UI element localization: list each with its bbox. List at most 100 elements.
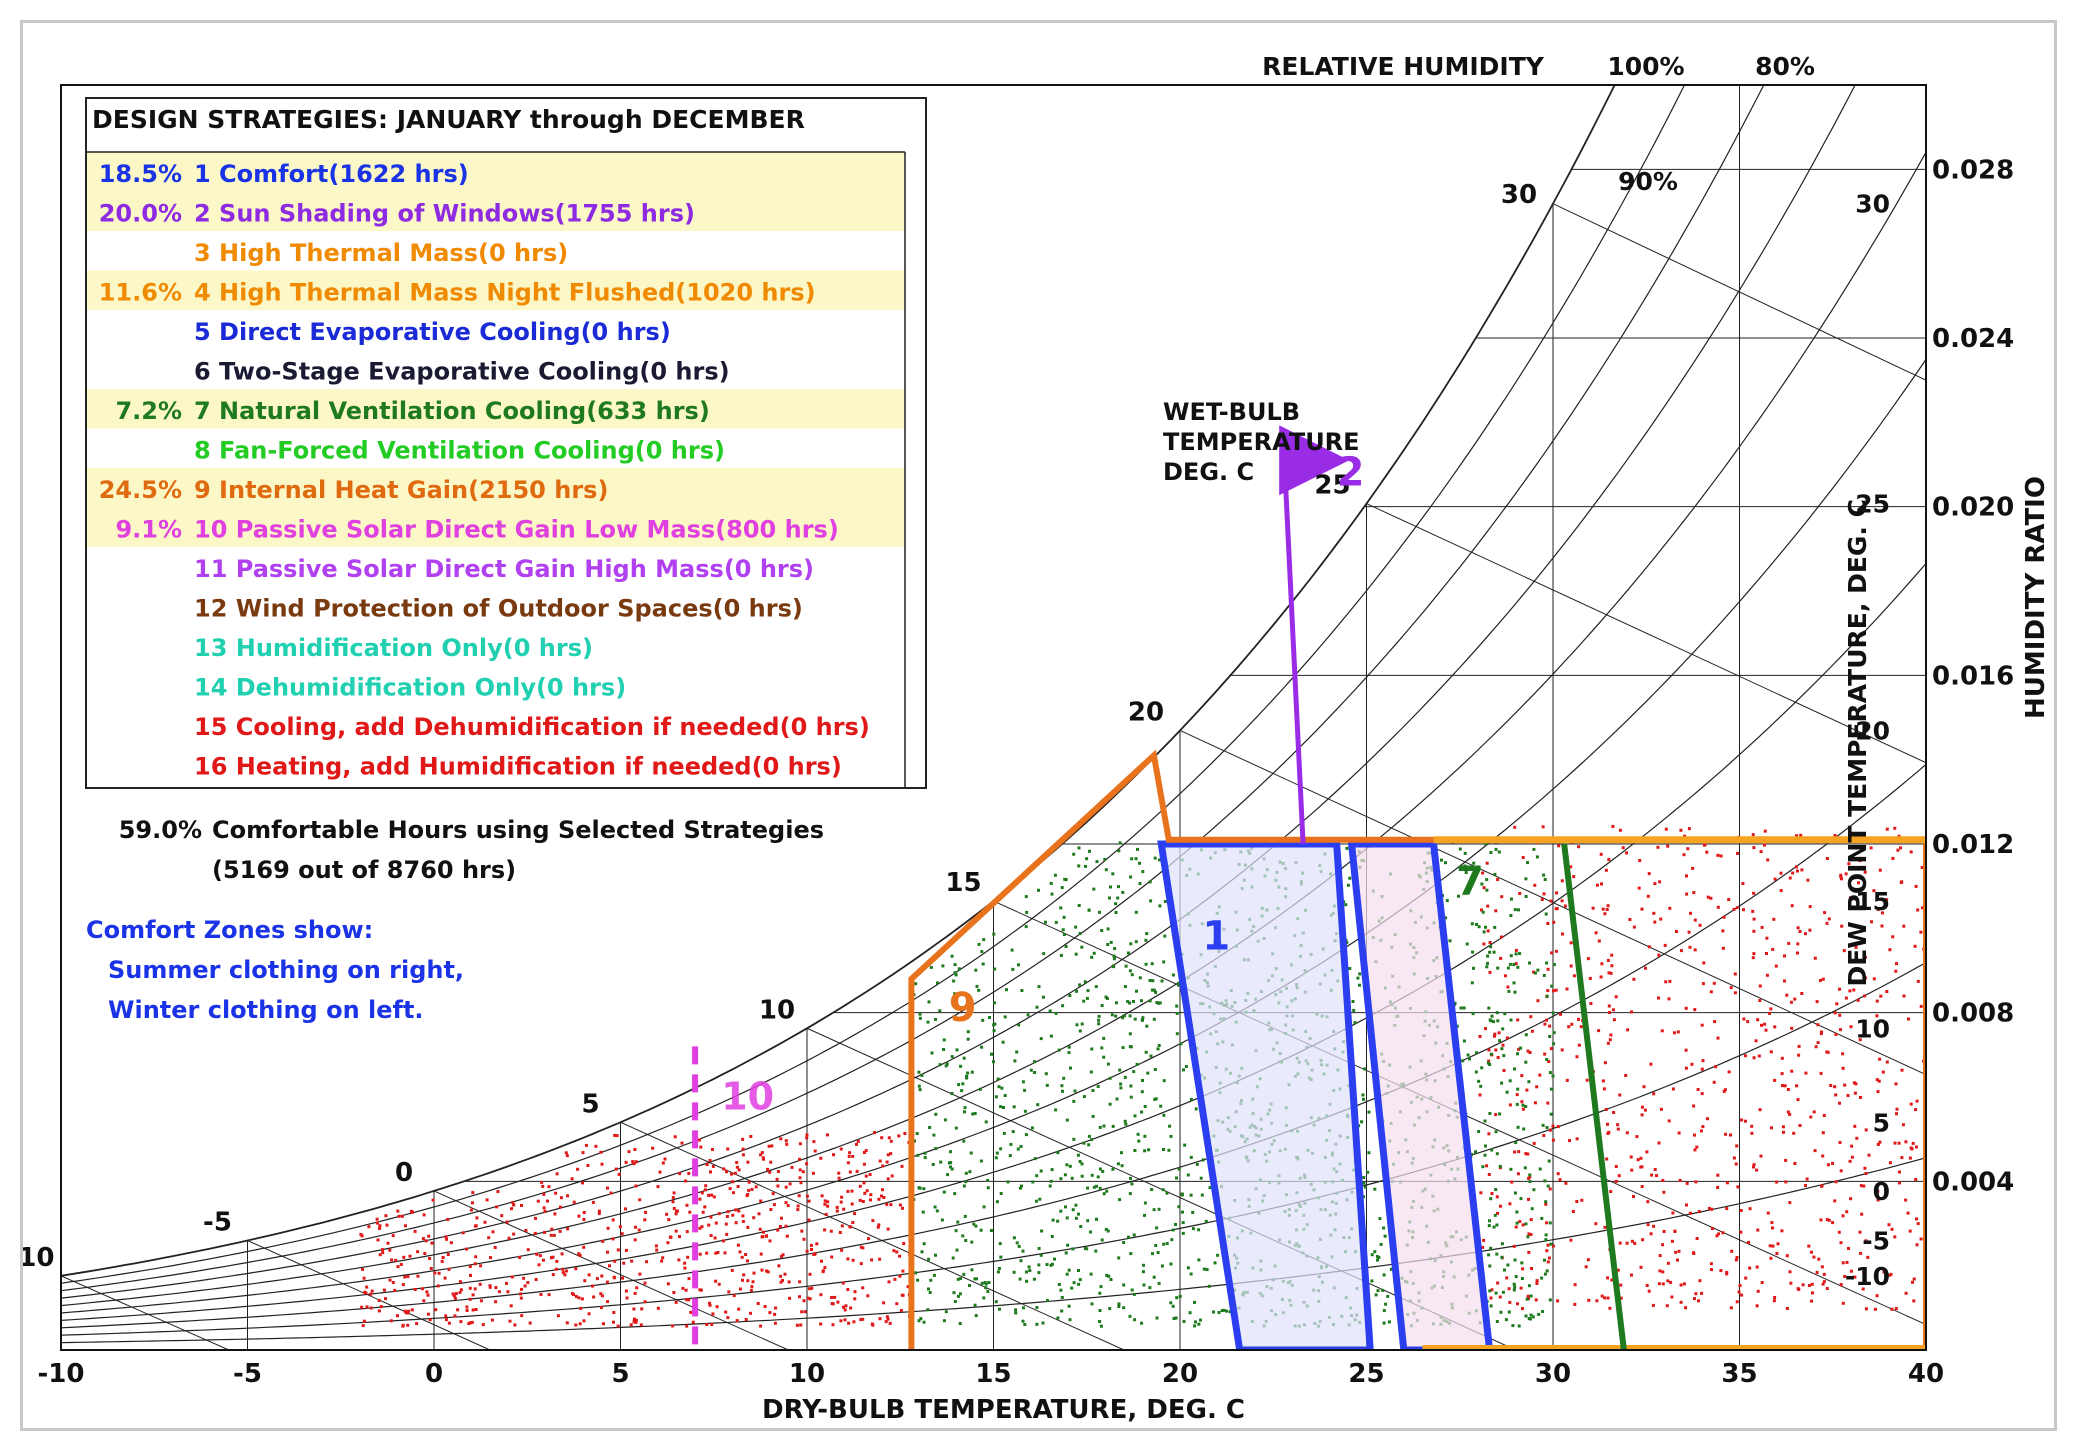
scatter-point [1695,1237,1699,1240]
scatter-point [1008,1154,1012,1158]
scatter-point [826,1204,830,1208]
scatter-point [922,1242,926,1246]
scatter-point [859,1262,863,1266]
scatter-point [452,1294,456,1298]
scatter-point [1604,868,1608,872]
scatter-point [1763,843,1766,847]
y-tick-label: 0.004 [1932,1167,2014,1197]
scatter-point [1840,924,1844,928]
scatter-point [1547,1159,1551,1163]
scatter-point [987,1281,991,1284]
scatter-point [1548,1298,1552,1302]
scatter-point [841,1281,845,1285]
scatter-point [551,1255,555,1259]
scatter-point [1072,1137,1076,1141]
scatter-point [1118,841,1122,845]
scatter-point [1381,1288,1385,1292]
scatter-point [1639,1156,1643,1160]
scatter-point [759,1199,763,1203]
scatter-point [1587,1298,1591,1302]
scatter-point [1570,1022,1574,1026]
scatter-point [768,1170,772,1174]
scatter-point [1821,1154,1825,1158]
scatter-point [1023,1109,1027,1113]
scatter-point [1068,994,1072,997]
scatter-point [861,1286,865,1290]
scatter-point [1082,999,1086,1003]
scatter-point [1353,1021,1357,1025]
scatter-point [741,1278,744,1282]
scatter-point [1907,1017,1910,1021]
scatter-point [1538,1073,1542,1077]
scatter-point [1682,1282,1686,1286]
scatter-point [1597,1029,1601,1033]
scatter-point [461,1231,465,1235]
scatter-point [1875,1014,1879,1018]
scatter-point [1067,1045,1071,1049]
dew-point-tick-label: 30 [1855,190,1890,219]
scatter-point [1619,1296,1623,1300]
scatter-point [1693,918,1697,922]
scatter-point [1607,1004,1611,1008]
scatter-point [962,1272,966,1276]
scatter-point [1744,1119,1747,1123]
scatter-point [1841,1052,1845,1056]
scatter-point [399,1263,403,1266]
scatter-point [542,1192,546,1196]
scatter-point [752,1216,756,1220]
scatter-point [1382,1226,1386,1230]
scatter-point [1614,1165,1618,1168]
scatter-point [934,1017,937,1021]
scatter-point [1799,833,1803,837]
scatter-point [458,1290,462,1294]
scatter-point [878,1159,882,1163]
scatter-point [686,1255,690,1259]
scatter-point [920,1250,924,1254]
scatter-point [900,1164,904,1168]
scatter-point [1077,864,1081,868]
scatter-point [1908,1229,1912,1233]
scatter-point [1543,1272,1547,1276]
scatter-point [805,1136,809,1140]
scatter-point [1481,1245,1485,1249]
scatter-point [1065,1163,1069,1167]
scatter-point [1693,1008,1697,1012]
scatter-point [1373,1187,1377,1191]
scatter-point [823,1199,827,1203]
scatter-point [1440,858,1443,862]
scatter-point [1876,1143,1880,1146]
scatter-point [929,1278,933,1282]
scatter-point [1723,1088,1727,1092]
scatter-point [654,1244,658,1248]
scatter-point [1495,1011,1499,1015]
scatter-point [1489,1197,1493,1201]
scatter-point [1902,994,1906,998]
scatter-point [1827,917,1831,921]
scatter-point [942,1048,946,1051]
scatter-point [1005,988,1008,992]
scatter-point [1795,834,1798,838]
scatter-point [1625,1131,1629,1135]
scatter-point [1087,1134,1091,1138]
scatter-point [1471,1012,1475,1016]
y-tick-label: 0.020 [1932,493,2014,523]
scatter-point [1024,925,1028,929]
scatter-point [1599,852,1603,856]
scatter-point [508,1319,512,1323]
scatter-point [1035,1306,1039,1309]
scatter-point [851,1221,855,1224]
scatter-point [1065,1118,1069,1122]
scatter-point [1863,955,1867,959]
scatter-point [1661,1270,1665,1274]
scatter-point [538,1254,542,1258]
scatter-point [1477,1079,1481,1083]
scatter-point [1729,986,1733,990]
scatter-point [965,1076,969,1080]
scatter-point [765,1234,768,1238]
scatter-point [1526,1152,1530,1156]
scatter-point [1489,851,1493,854]
scatter-point [992,1060,995,1064]
scatter-point [773,1312,777,1316]
scatter-point [608,1264,611,1268]
scatter-point [1831,1221,1835,1225]
